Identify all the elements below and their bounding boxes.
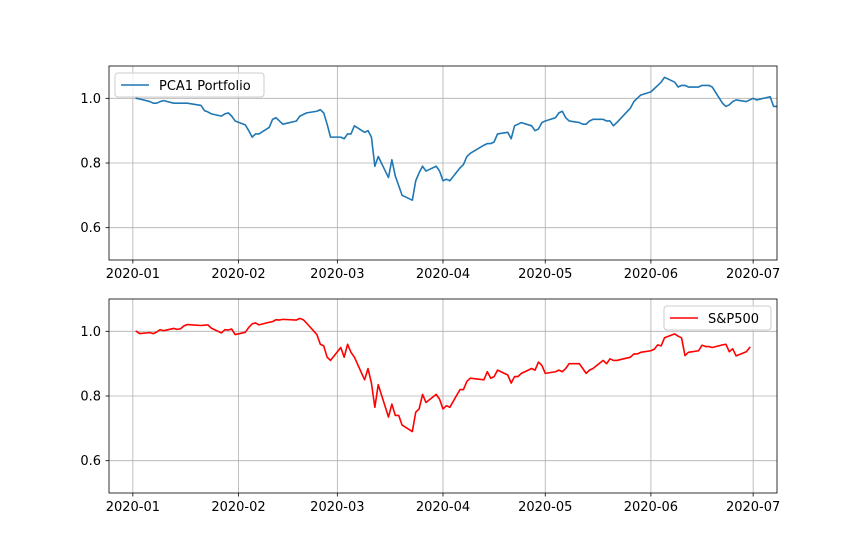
sp500-x-tick-label: 2020-02 — [211, 500, 265, 515]
pca1-series-line — [135, 76, 777, 201]
sp500-y-tick-label: 0.8 — [80, 390, 101, 405]
sp500-y-tick-label: 1.0 — [80, 325, 101, 340]
pca1-x-tick-label: 2020-02 — [211, 267, 265, 282]
sp500-panel: 2020-01 2020-02 2020-03 2020-04 2020-05 2020-… — [80, 298, 780, 515]
sp500-series-line — [135, 317, 751, 433]
pca1-x-tick-label: 2020-07 — [726, 267, 780, 282]
pca1-x-tick-label: 2020-04 — [416, 267, 470, 282]
sp500-x-tick-label: 2020-01 — [106, 500, 160, 515]
pca1-x-tick-label: 2020-06 — [624, 267, 678, 282]
pca1-legend-label: PCA1 Portfolio — [159, 79, 251, 94]
pca1-y-tick-label: 0.8 — [80, 157, 101, 172]
pca1-portfolio-panel: 2020-01 2020-02 2020-03 2020-04 2020-05 2020-… — [80, 65, 780, 282]
sp500-x-tick-label: 2020-04 — [416, 500, 470, 515]
sp500-legend-label: S&P500 — [708, 312, 759, 327]
pca1-y-tick-label: 0.6 — [80, 221, 101, 236]
pca1-y-tick-label: 1.0 — [80, 92, 101, 107]
sp500-legend-box — [663, 305, 772, 331]
sp500-y-tick-label: 0.6 — [80, 454, 101, 469]
pca1-legend-box — [114, 72, 265, 98]
sp500-x-tick-label: 2020-06 — [624, 500, 678, 515]
pca1-legend: PCA1 Portfolio — [114, 72, 265, 98]
sp500-x-tick-label: 2020-03 — [310, 500, 364, 515]
pca1-x-tick-label: 2020-05 — [518, 267, 572, 282]
sp500-x-tick-label: 2020-05 — [518, 500, 572, 515]
sp500-legend: S&P500 — [663, 305, 772, 331]
pca1-x-tick-label: 2020-03 — [310, 267, 364, 282]
pca1-grid — [109, 66, 777, 260]
sp500-grid — [109, 299, 777, 493]
pca1-x-tick-label: 2020-01 — [106, 267, 160, 282]
sp500-x-tick-label: 2020-07 — [726, 500, 780, 515]
